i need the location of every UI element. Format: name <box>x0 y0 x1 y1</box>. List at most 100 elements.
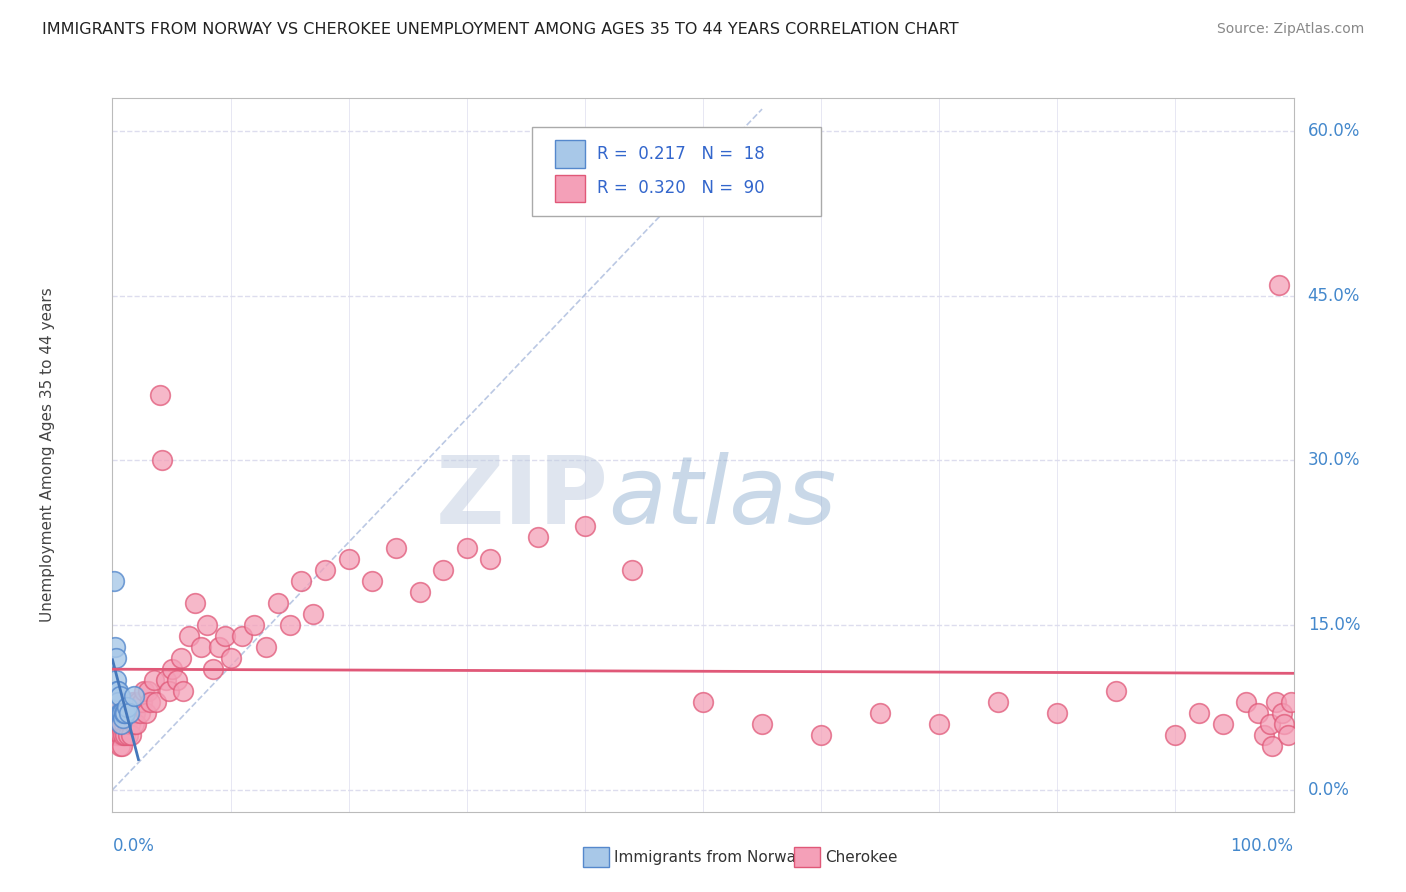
Point <box>314 563 336 577</box>
Point <box>121 695 143 709</box>
Point <box>142 673 165 687</box>
Point <box>108 706 131 720</box>
Point <box>110 717 132 731</box>
Point <box>105 728 128 742</box>
Point <box>361 574 384 589</box>
Text: 30.0%: 30.0% <box>1308 451 1360 469</box>
Point <box>145 695 167 709</box>
Point <box>103 717 125 731</box>
Point <box>987 695 1010 709</box>
Point <box>115 717 138 731</box>
Point <box>1234 695 1257 709</box>
Point <box>122 690 145 704</box>
Text: atlas: atlas <box>609 452 837 543</box>
Point <box>278 618 301 632</box>
Text: Cherokee: Cherokee <box>825 850 898 864</box>
FancyBboxPatch shape <box>531 127 821 216</box>
Point <box>160 662 183 676</box>
Point <box>120 728 142 742</box>
Point <box>104 728 127 742</box>
Text: 0.0%: 0.0% <box>1308 780 1350 798</box>
Point <box>385 541 408 556</box>
Text: Unemployment Among Ages 35 to 44 years: Unemployment Among Ages 35 to 44 years <box>39 287 55 623</box>
Point <box>408 585 430 599</box>
Point <box>1247 706 1270 720</box>
Point <box>928 717 950 731</box>
Point <box>150 453 173 467</box>
Point <box>208 640 231 654</box>
Point <box>201 662 224 676</box>
Point <box>112 706 135 720</box>
Point <box>105 717 128 731</box>
Point <box>1268 277 1291 292</box>
Point <box>122 717 145 731</box>
Point <box>118 706 141 720</box>
Point <box>108 739 131 753</box>
Point <box>110 728 132 742</box>
Point <box>157 684 180 698</box>
Point <box>105 684 128 698</box>
Text: 60.0%: 60.0% <box>1308 122 1360 140</box>
Point <box>111 706 134 720</box>
Bar <box>555 140 585 168</box>
Point <box>1272 717 1295 731</box>
Point <box>135 706 157 720</box>
Point <box>128 706 150 720</box>
Point <box>1105 684 1128 698</box>
Point <box>1253 728 1275 742</box>
Point <box>1188 706 1211 720</box>
Text: Immigrants from Norway: Immigrants from Norway <box>614 850 806 864</box>
Point <box>139 695 162 709</box>
Point <box>136 684 159 698</box>
Point <box>149 387 172 401</box>
Point <box>254 640 277 654</box>
Point <box>125 717 148 731</box>
Point <box>692 695 714 709</box>
Point <box>1271 706 1294 720</box>
Point <box>337 552 360 566</box>
Point <box>195 618 218 632</box>
Point <box>107 684 129 698</box>
Point <box>114 706 136 720</box>
Point <box>1279 695 1302 709</box>
Point <box>120 717 142 731</box>
Point <box>172 684 194 698</box>
Point <box>179 629 201 643</box>
Point <box>267 596 290 610</box>
Point <box>111 739 134 753</box>
Point <box>1258 717 1281 731</box>
Point <box>105 651 128 665</box>
Text: ZIP: ZIP <box>436 451 609 544</box>
Point <box>432 563 454 577</box>
Point <box>155 673 177 687</box>
Point <box>526 530 548 544</box>
Point <box>1264 695 1286 709</box>
Point <box>107 706 129 720</box>
Point <box>190 640 212 654</box>
Point <box>117 728 139 742</box>
Point <box>1164 728 1187 742</box>
Point <box>108 717 131 731</box>
Text: IMMIGRANTS FROM NORWAY VS CHEROKEE UNEMPLOYMENT AMONG AGES 35 TO 44 YEARS CORREL: IMMIGRANTS FROM NORWAY VS CHEROKEE UNEMP… <box>42 22 959 37</box>
Point <box>103 574 125 589</box>
Text: 0.0%: 0.0% <box>112 837 155 855</box>
Point <box>302 607 325 621</box>
Point <box>1046 706 1069 720</box>
Point <box>115 700 138 714</box>
Text: Source: ZipAtlas.com: Source: ZipAtlas.com <box>1216 22 1364 37</box>
Point <box>111 717 134 731</box>
Text: R =  0.217   N =  18: R = 0.217 N = 18 <box>596 145 765 163</box>
Point <box>214 629 236 643</box>
Point <box>810 728 832 742</box>
Point <box>166 673 188 687</box>
Point <box>1212 717 1234 731</box>
Text: 45.0%: 45.0% <box>1308 286 1360 305</box>
Point <box>110 706 132 720</box>
Text: 100.0%: 100.0% <box>1230 837 1294 855</box>
Point <box>114 728 136 742</box>
Point <box>112 717 135 731</box>
Point <box>127 695 149 709</box>
Point <box>131 695 153 709</box>
Point <box>479 552 502 566</box>
Point <box>107 728 129 742</box>
